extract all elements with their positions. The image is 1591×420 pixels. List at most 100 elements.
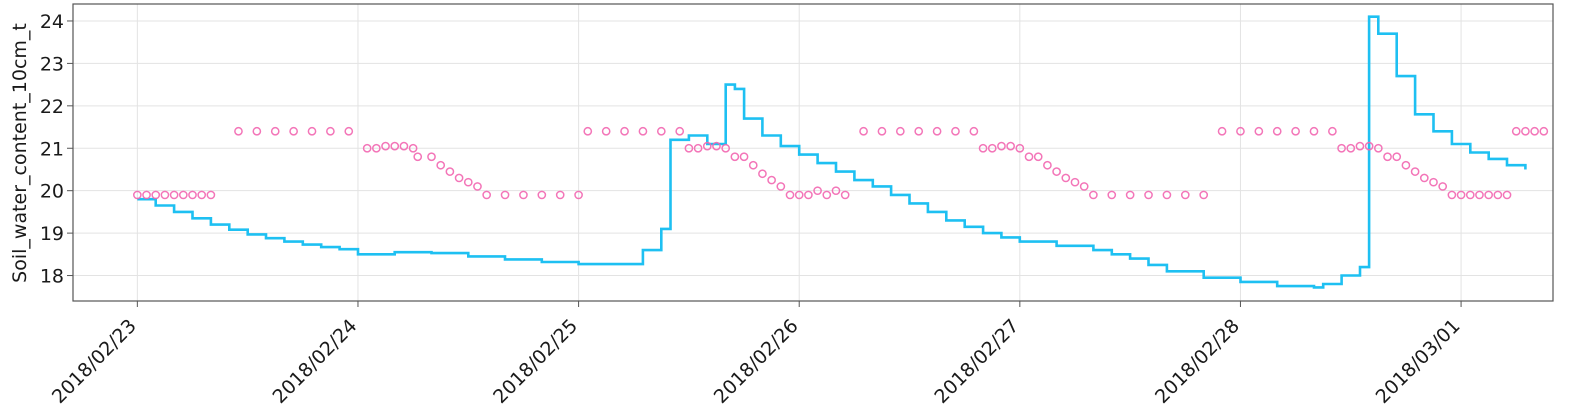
x-tick-label: 2018/02/25	[489, 315, 582, 408]
y-axis: 18 19 20 21 22 23 24	[40, 11, 73, 288]
data-point	[767, 175, 776, 185]
data-point	[151, 190, 161, 200]
data-point	[270, 126, 280, 136]
data-point	[583, 126, 593, 136]
data-point	[1410, 167, 1420, 176]
data-point	[381, 141, 390, 151]
data-point	[1429, 177, 1438, 187]
data-point	[252, 126, 262, 136]
data-point	[1419, 173, 1429, 183]
data-point	[1272, 126, 1282, 136]
data-point	[969, 126, 979, 136]
data-point	[206, 190, 216, 200]
x-tick-label: 2018/02/27	[930, 315, 1023, 408]
series-layer	[132, 15, 1549, 289]
x-tick-label: 2018/02/23	[48, 315, 141, 408]
data-point	[482, 190, 492, 200]
data-point	[978, 143, 988, 153]
y-tick-label: 20	[40, 181, 64, 203]
data-point	[326, 126, 335, 136]
data-point	[730, 152, 740, 162]
data-point	[693, 143, 703, 153]
data-point	[362, 143, 372, 153]
data-point	[1530, 126, 1539, 136]
data-point	[776, 182, 786, 191]
data-point	[1043, 160, 1052, 170]
x-tick-label: 2018/02/28	[1151, 315, 1244, 408]
data-point	[1401, 160, 1411, 170]
data-point	[895, 126, 905, 136]
data-point	[1006, 141, 1015, 151]
data-point	[997, 141, 1006, 151]
x-tick-label: 2018/03/01	[1372, 315, 1465, 408]
data-point	[427, 152, 436, 162]
data-point	[399, 141, 409, 151]
data-point	[234, 126, 243, 136]
data-point	[454, 173, 464, 183]
y-tick-label: 24	[40, 11, 64, 33]
data-point	[932, 126, 942, 136]
data-point	[748, 160, 758, 170]
data-point	[372, 143, 381, 153]
data-point	[822, 190, 832, 200]
data-point	[831, 186, 841, 196]
data-point	[1447, 190, 1457, 200]
data-point	[702, 141, 712, 151]
data-point	[951, 126, 960, 136]
data-point	[142, 190, 151, 200]
data-point	[169, 190, 179, 200]
data-point	[638, 126, 648, 136]
data-point	[555, 190, 565, 200]
data-point	[1199, 190, 1209, 200]
data-point	[1364, 141, 1374, 151]
data-point	[1180, 190, 1190, 200]
data-point	[178, 190, 188, 200]
data-point	[1291, 126, 1300, 136]
data-point	[197, 190, 207, 200]
data-point	[1144, 190, 1153, 200]
x-tick-label: 2018/02/26	[710, 315, 803, 408]
data-point	[289, 126, 298, 136]
data-point	[794, 190, 804, 200]
data-point	[987, 143, 997, 153]
data-point	[1539, 126, 1549, 136]
x-axis: 2018/02/23 2018/02/24 2018/02/25 2018/02/26…	[48, 301, 1465, 408]
data-point	[675, 126, 685, 136]
x-tick-label: 2018/02/24	[269, 315, 362, 408]
plot-frame	[72, 3, 1554, 302]
y-tick-label: 21	[40, 138, 64, 160]
data-point	[132, 190, 142, 200]
y-tick-label: 22	[40, 96, 64, 118]
data-point	[537, 190, 547, 200]
data-point	[601, 126, 611, 136]
data-point	[914, 126, 924, 136]
data-point	[1309, 126, 1319, 136]
series-line	[137, 15, 1527, 289]
data-point	[1125, 190, 1135, 200]
data-point	[1254, 126, 1264, 136]
data-point	[160, 190, 170, 200]
data-point	[1162, 190, 1172, 200]
data-point	[436, 160, 446, 170]
data-point	[1465, 190, 1475, 200]
data-point	[1438, 182, 1448, 191]
data-point	[500, 190, 510, 200]
y-axis-title: Soil_water_content_10cm_t	[9, 23, 31, 283]
data-point	[1346, 143, 1356, 153]
data-point	[1337, 143, 1346, 153]
data-point	[408, 143, 418, 153]
data-point	[1475, 190, 1484, 200]
data-point	[739, 152, 749, 162]
data-point	[519, 190, 528, 200]
data-point	[188, 190, 197, 200]
data-point	[1052, 167, 1061, 176]
data-point	[344, 126, 354, 136]
data-point	[307, 126, 317, 136]
data-point	[840, 190, 850, 200]
grid	[73, 4, 1553, 301]
data-point	[1070, 177, 1080, 187]
data-point	[1061, 173, 1071, 183]
data-point	[1217, 126, 1227, 136]
data-point	[1456, 190, 1466, 200]
